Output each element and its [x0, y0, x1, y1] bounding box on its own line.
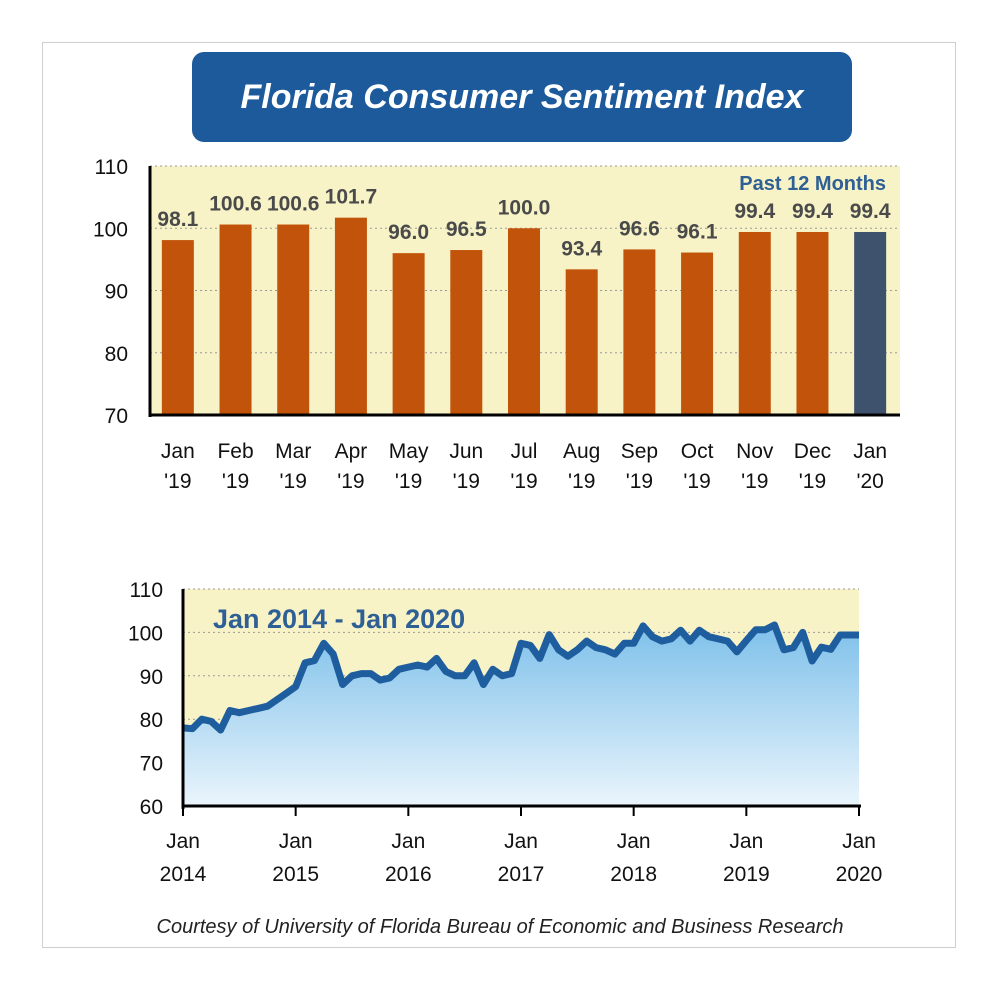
bar-x-tick-label: Jan — [161, 440, 195, 463]
bar-value-label: 100.6 — [209, 193, 262, 216]
bar-value-label: 96.0 — [388, 221, 429, 244]
bar-x-tick-label: Jun — [449, 440, 483, 463]
bar-value-label: 99.4 — [850, 200, 891, 223]
bar-y-tick-label: 100 — [93, 218, 128, 241]
bar-value-label: 100.6 — [267, 193, 320, 216]
page-title: Florida Consumer Sentiment Index — [240, 77, 804, 116]
bar-x-tick-label: Oct — [681, 440, 714, 463]
bar — [277, 224, 310, 415]
bar-value-label: 96.6 — [619, 217, 660, 240]
bar-y-tick-label: 110 — [95, 156, 128, 179]
bar-x-tick-label-year: '19 — [799, 470, 826, 493]
bar — [161, 240, 194, 415]
bar-value-label: 101.7 — [325, 186, 378, 209]
bar-x-tick-label-year: '19 — [337, 470, 364, 493]
bar-value-label: 100.0 — [498, 196, 551, 219]
bar-x-tick-label: Feb — [217, 440, 253, 463]
bar-value-label: 93.4 — [561, 237, 602, 260]
bar — [623, 249, 656, 415]
bar-x-tick-label-year: '19 — [164, 470, 191, 493]
bar-series — [161, 217, 887, 415]
bar-x-tick-label: Apr — [335, 440, 368, 463]
bar-x-tick-label-year: '19 — [280, 470, 307, 493]
bar-x-tick-label-year: '19 — [626, 470, 653, 493]
bar-x-tick-label-year: '19 — [222, 470, 249, 493]
bar — [508, 228, 540, 415]
bar — [219, 224, 252, 415]
bar — [681, 252, 714, 415]
bar — [738, 231, 771, 415]
bar-x-tick-label: Jan — [853, 440, 887, 463]
bar-annotation: Past 12 Months — [739, 173, 886, 195]
bar-value-label: 98.1 — [157, 208, 198, 231]
bar-y-tick-label: 90 — [105, 281, 128, 304]
bar-x-tick-label-year: '19 — [568, 470, 595, 493]
bar-x-tick-label: Dec — [794, 440, 831, 463]
bar-x-tick-label: Nov — [736, 440, 774, 463]
bar-y-tick-label: 80 — [105, 343, 128, 366]
bar-x-axis: Jan '19 Feb '19 Mar '19 Apr '19 May '19 Jun '19 Jul '… — [148, 166, 900, 493]
bar — [854, 231, 887, 415]
bar-y-tick-label: 70 — [105, 405, 128, 428]
bar-y-axis: 70 80 90 100 110 — [93, 156, 128, 428]
bar-x-tick-label-year: '19 — [395, 470, 422, 493]
bar-value-label: 99.4 — [734, 200, 775, 223]
bar-x-tick-label-year: '20 — [856, 470, 883, 493]
bar — [796, 231, 829, 415]
bar-value-label: 99.4 — [792, 200, 833, 223]
bar — [392, 253, 425, 415]
bar-x-tick-label: Sep — [621, 440, 658, 463]
bar-x-tick-label: May — [389, 440, 429, 463]
bar-value-label: 96.5 — [446, 218, 487, 241]
bar-x-tick-label: Jul — [511, 440, 538, 463]
bar-x-tick-label-year: '19 — [683, 470, 710, 493]
bar — [565, 269, 598, 415]
bar — [334, 217, 367, 415]
bar-x-tick-label-year: '19 — [741, 470, 768, 493]
bar-x-tick-label: Aug — [563, 440, 600, 463]
bar-x-tick-label-year: '19 — [510, 470, 537, 493]
bar — [450, 250, 483, 415]
title-banner: Florida Consumer Sentiment Index — [192, 52, 852, 142]
bar-x-tick-label-year: '19 — [453, 470, 480, 493]
bar-x-tick-label: Mar — [275, 440, 311, 463]
source-caption: Courtesy of University of Florida Bureau… — [156, 916, 844, 938]
bar-value-label: 96.1 — [677, 221, 718, 244]
